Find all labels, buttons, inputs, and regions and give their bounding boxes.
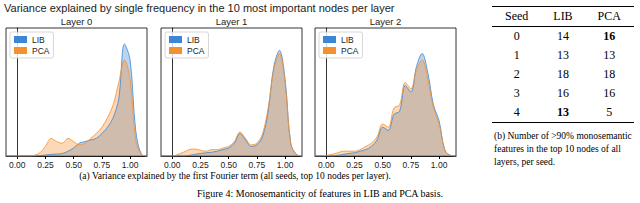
svg-text:PCA: PCA xyxy=(32,46,50,56)
html-text:Figure 4: Monosemanticity of f: Figure 4: Monosemanticity of features in… xyxy=(197,188,443,199)
html-text:1: 1 xyxy=(513,48,520,62)
html-text:13: 13 xyxy=(557,48,569,62)
html-text:4: 4 xyxy=(513,105,520,119)
html-text:5: 5 xyxy=(606,105,613,119)
svg-text:Layer 2: Layer 2 xyxy=(370,16,402,27)
html-text:13: 13 xyxy=(603,48,616,62)
html-text:3: 3 xyxy=(513,86,520,100)
html-text:16: 16 xyxy=(557,86,569,100)
svg-text:0.75: 0.75 xyxy=(403,160,420,170)
svg-text:0.75: 0.75 xyxy=(249,160,266,170)
svg-text:0.50: 0.50 xyxy=(374,160,391,170)
html-text:14: 14 xyxy=(557,29,569,43)
html-text:Seed: Seed xyxy=(505,9,529,23)
html-text:(b) Number of >90% monosemanti: (b) Number of >90% monosemantic features… xyxy=(494,131,632,167)
svg-text:0.00: 0.00 xyxy=(318,160,335,170)
svg-text:PCA: PCA xyxy=(341,46,359,56)
html-text:13: 13 xyxy=(557,105,569,119)
html-text:(a) Variance explained by the: (a) Variance explained by the first Four… xyxy=(79,171,391,181)
svg-text:0.50: 0.50 xyxy=(220,160,237,170)
html-text:PCA: PCA xyxy=(597,9,621,23)
svg-text:Layer 1: Layer 1 xyxy=(216,16,248,27)
svg-text:0.25: 0.25 xyxy=(346,160,363,170)
html-text:16: 16 xyxy=(603,29,616,43)
svg-text:0.50: 0.50 xyxy=(65,160,82,170)
svg-text:Variance explained by single f: Variance explained by single frequency i… xyxy=(4,2,395,14)
svg-text:0.00: 0.00 xyxy=(164,160,181,170)
html-text:0: 0 xyxy=(513,29,520,43)
svg-text:PCA: PCA xyxy=(187,46,205,56)
html-text:18: 18 xyxy=(557,67,569,81)
svg-text:0.75: 0.75 xyxy=(94,160,111,170)
svg-text:Layer 0: Layer 0 xyxy=(61,16,93,27)
svg-text:1.00: 1.00 xyxy=(431,160,448,170)
svg-text:0.25: 0.25 xyxy=(37,160,54,170)
html-text:18: 18 xyxy=(603,67,616,81)
svg-text:LIB: LIB xyxy=(187,35,200,45)
svg-text:0.25: 0.25 xyxy=(192,160,209,170)
svg-text:0.00: 0.00 xyxy=(9,160,26,170)
html-text:LIB: LIB xyxy=(553,9,573,23)
html-text:2: 2 xyxy=(513,67,520,81)
svg-text:1.00: 1.00 xyxy=(277,160,294,170)
svg-text:LIB: LIB xyxy=(341,35,354,45)
svg-text:1.00: 1.00 xyxy=(122,160,139,170)
html-text:16: 16 xyxy=(603,86,616,100)
svg-text:LIB: LIB xyxy=(32,35,45,45)
